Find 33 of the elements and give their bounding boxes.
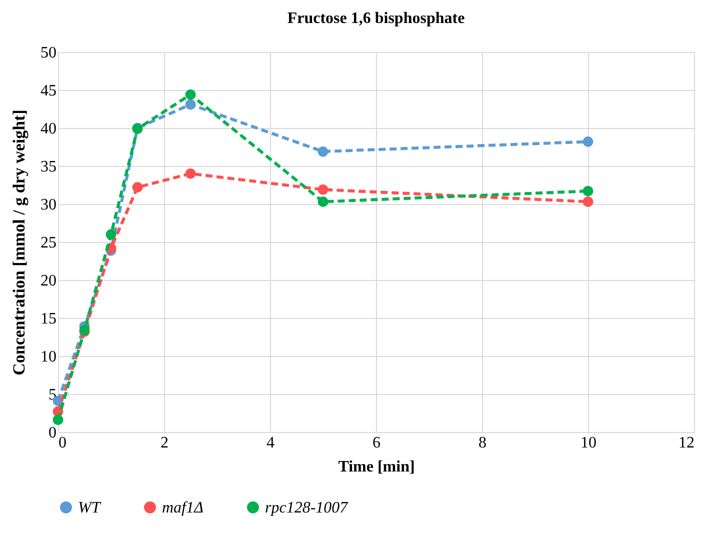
point xyxy=(106,229,116,240)
y-tick-label: 50 xyxy=(40,44,56,62)
y-axis-title: Concentration [mmol / g dry weight] xyxy=(10,110,28,376)
point xyxy=(582,186,594,196)
point xyxy=(318,146,328,157)
x-tick-label: 12 xyxy=(678,434,694,452)
point xyxy=(582,136,594,147)
y-tick-label: 10 xyxy=(40,348,56,366)
point xyxy=(185,99,196,110)
chart-title: Fructose 1,6 bisphosphate xyxy=(287,10,465,27)
y-tick-label: 45 xyxy=(40,82,56,100)
x-tick-label: 8 xyxy=(478,434,486,452)
x-tick-label: 2 xyxy=(160,434,168,452)
point xyxy=(318,184,328,195)
point xyxy=(318,196,328,207)
y-tick-label: 20 xyxy=(40,272,56,290)
legend-label: rpc128-1007 xyxy=(265,499,349,516)
point xyxy=(185,168,196,179)
y-tick-label: 15 xyxy=(40,310,56,328)
legend-label: WT xyxy=(78,499,102,516)
y-tick-label: 25 xyxy=(40,234,56,252)
point xyxy=(582,196,594,207)
y-tick-label: 30 xyxy=(40,196,56,214)
x-tick-label: 6 xyxy=(372,434,380,452)
x-tick-label: 4 xyxy=(266,434,274,452)
x-axis-title: Time [min] xyxy=(338,458,415,476)
point xyxy=(185,89,196,100)
point xyxy=(52,414,64,426)
y-tick-label: 40 xyxy=(40,120,56,138)
legend-label: maf1Δ xyxy=(162,499,204,516)
point xyxy=(132,182,143,193)
y-tick-label: 35 xyxy=(40,158,56,176)
x-tick-label: 10 xyxy=(580,434,596,452)
